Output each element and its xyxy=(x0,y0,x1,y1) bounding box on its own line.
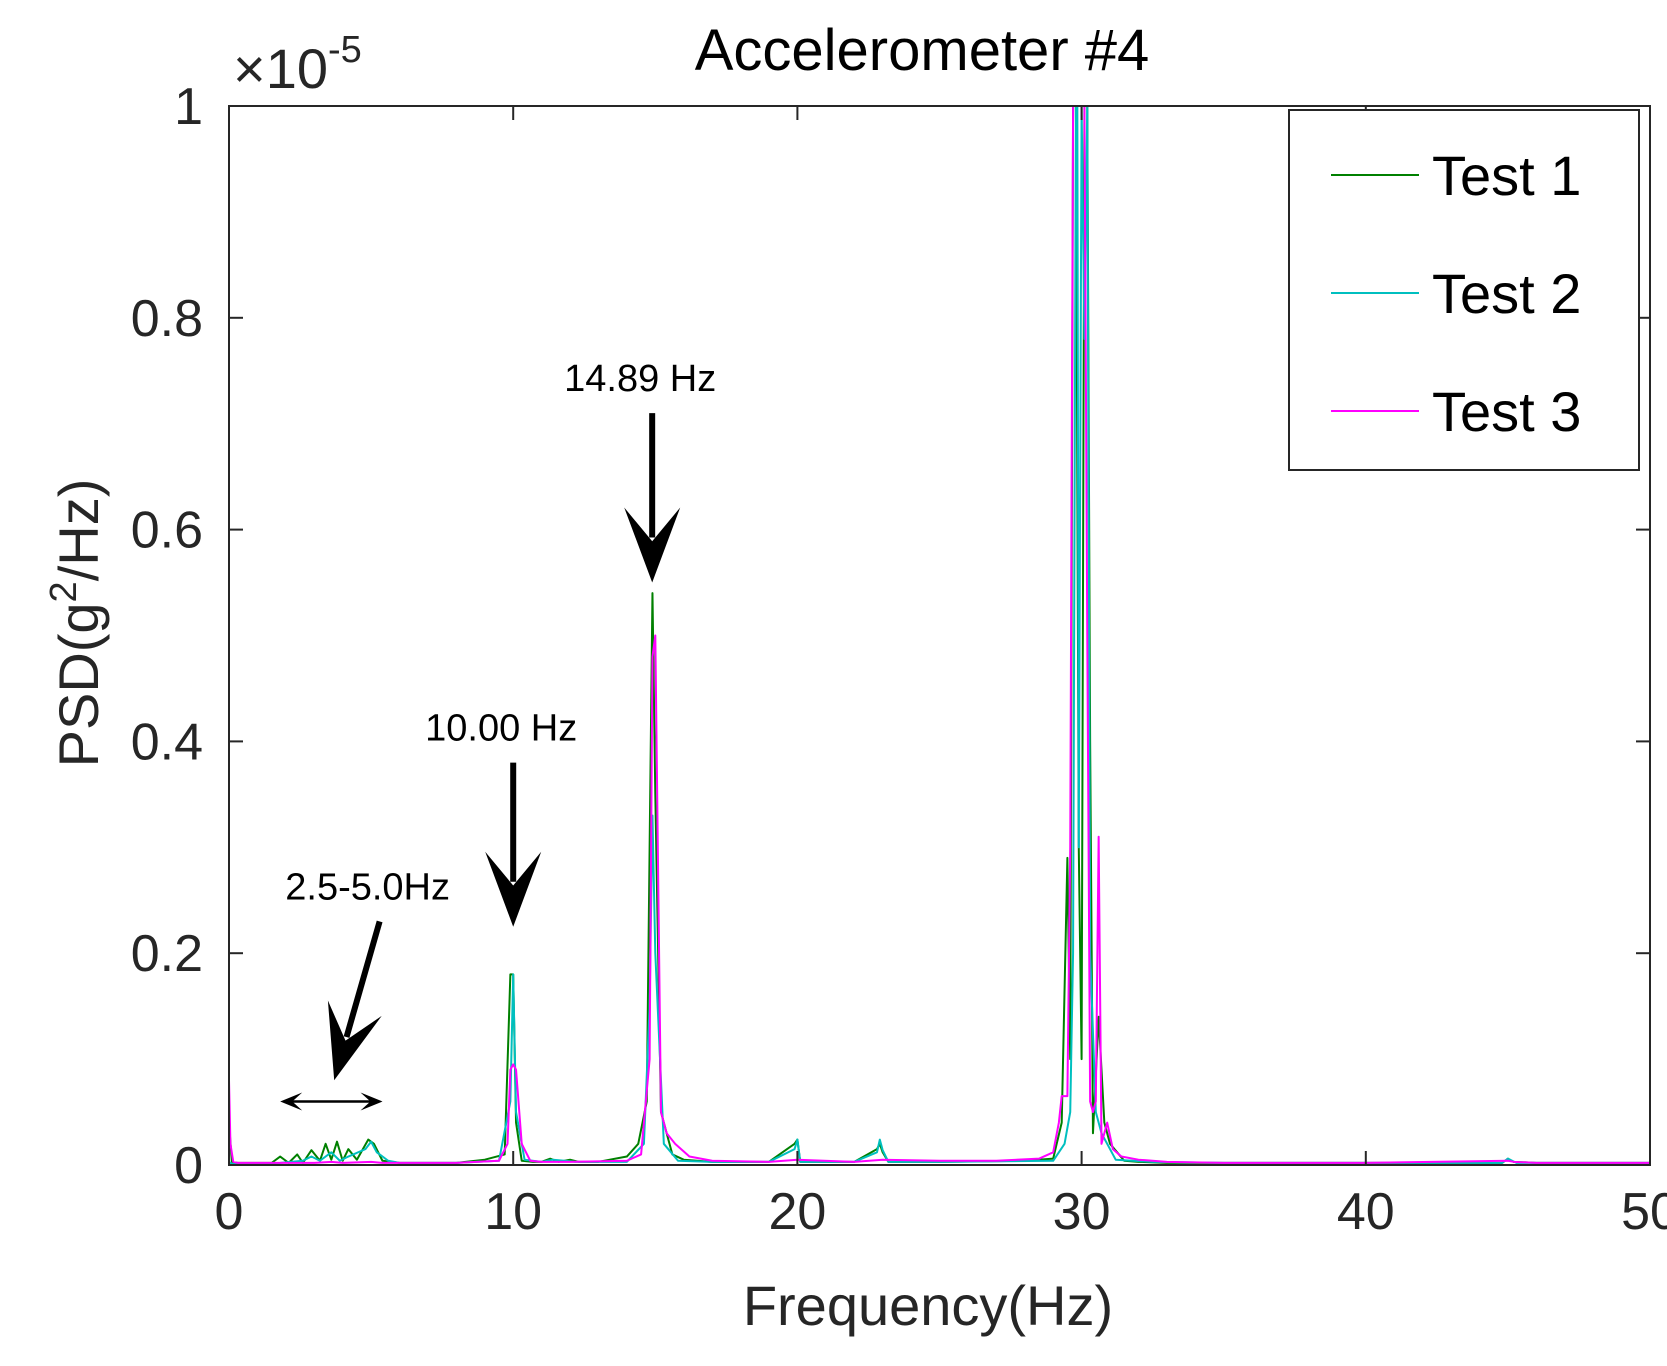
y-exponent-label: ×10-5 xyxy=(233,29,362,100)
chart-title: Accelerometer #4 xyxy=(695,18,1150,83)
x-tick-label: 30 xyxy=(1053,1183,1111,1241)
annotation-group: 14.89 Hz 10.00 Hz 2.5-5.0Hz xyxy=(280,358,716,1111)
y-tick-label: 0 xyxy=(174,1137,203,1195)
y-tick-label: 1 xyxy=(174,78,203,136)
y-axis-label: PSD(g2/Hz) xyxy=(43,479,110,768)
annotation-arrowhead xyxy=(624,507,681,583)
annotation-label: 10.00 Hz xyxy=(425,708,577,750)
x-tick-label: 10 xyxy=(484,1183,542,1241)
y-tick-label: 0.4 xyxy=(131,713,203,771)
legend-label: Test 3 xyxy=(1432,380,1581,443)
plot-frame xyxy=(228,105,1651,1166)
y-axis-label-prefix: PSD(g xyxy=(47,602,110,767)
tick-group: 0 10 20 30 40 50 0 0.2 0.4 0.6 0.8 1 xyxy=(131,78,1667,1241)
range-arrowhead-right xyxy=(360,1092,383,1111)
x-tick-label: 40 xyxy=(1337,1183,1395,1241)
x-tick-label: 20 xyxy=(768,1183,826,1241)
annotation-arrow-shaft xyxy=(343,920,383,1038)
y-tick-label: 0.8 xyxy=(131,290,203,348)
y-tick-label: 0.2 xyxy=(131,925,203,983)
legend-label: Test 2 xyxy=(1432,262,1581,325)
y-axis-label-suffix: /Hz) xyxy=(47,479,110,582)
x-tick-label: 0 xyxy=(215,1183,244,1241)
y-axis-label-superscript: 2 xyxy=(43,581,85,602)
x-axis-label: Frequency(Hz) xyxy=(743,1274,1113,1337)
legend-label: Test 1 xyxy=(1432,144,1581,207)
y-exponent-power: -5 xyxy=(328,29,362,71)
y-tick-label: 0.6 xyxy=(131,502,203,560)
annotation-label: 2.5-5.0Hz xyxy=(285,866,450,908)
y-exponent-base: ×10 xyxy=(233,37,328,100)
annotation-arrowhead xyxy=(485,851,542,927)
legend: Test 1 Test 2 Test 3 xyxy=(1288,109,1640,471)
series-line-2 xyxy=(229,106,1650,1165)
annotation-label: 14.89 Hz xyxy=(564,358,716,400)
annotation-arrowhead xyxy=(327,1000,382,1081)
x-tick-label: 50 xyxy=(1621,1183,1667,1241)
range-arrowhead-left xyxy=(280,1092,303,1111)
